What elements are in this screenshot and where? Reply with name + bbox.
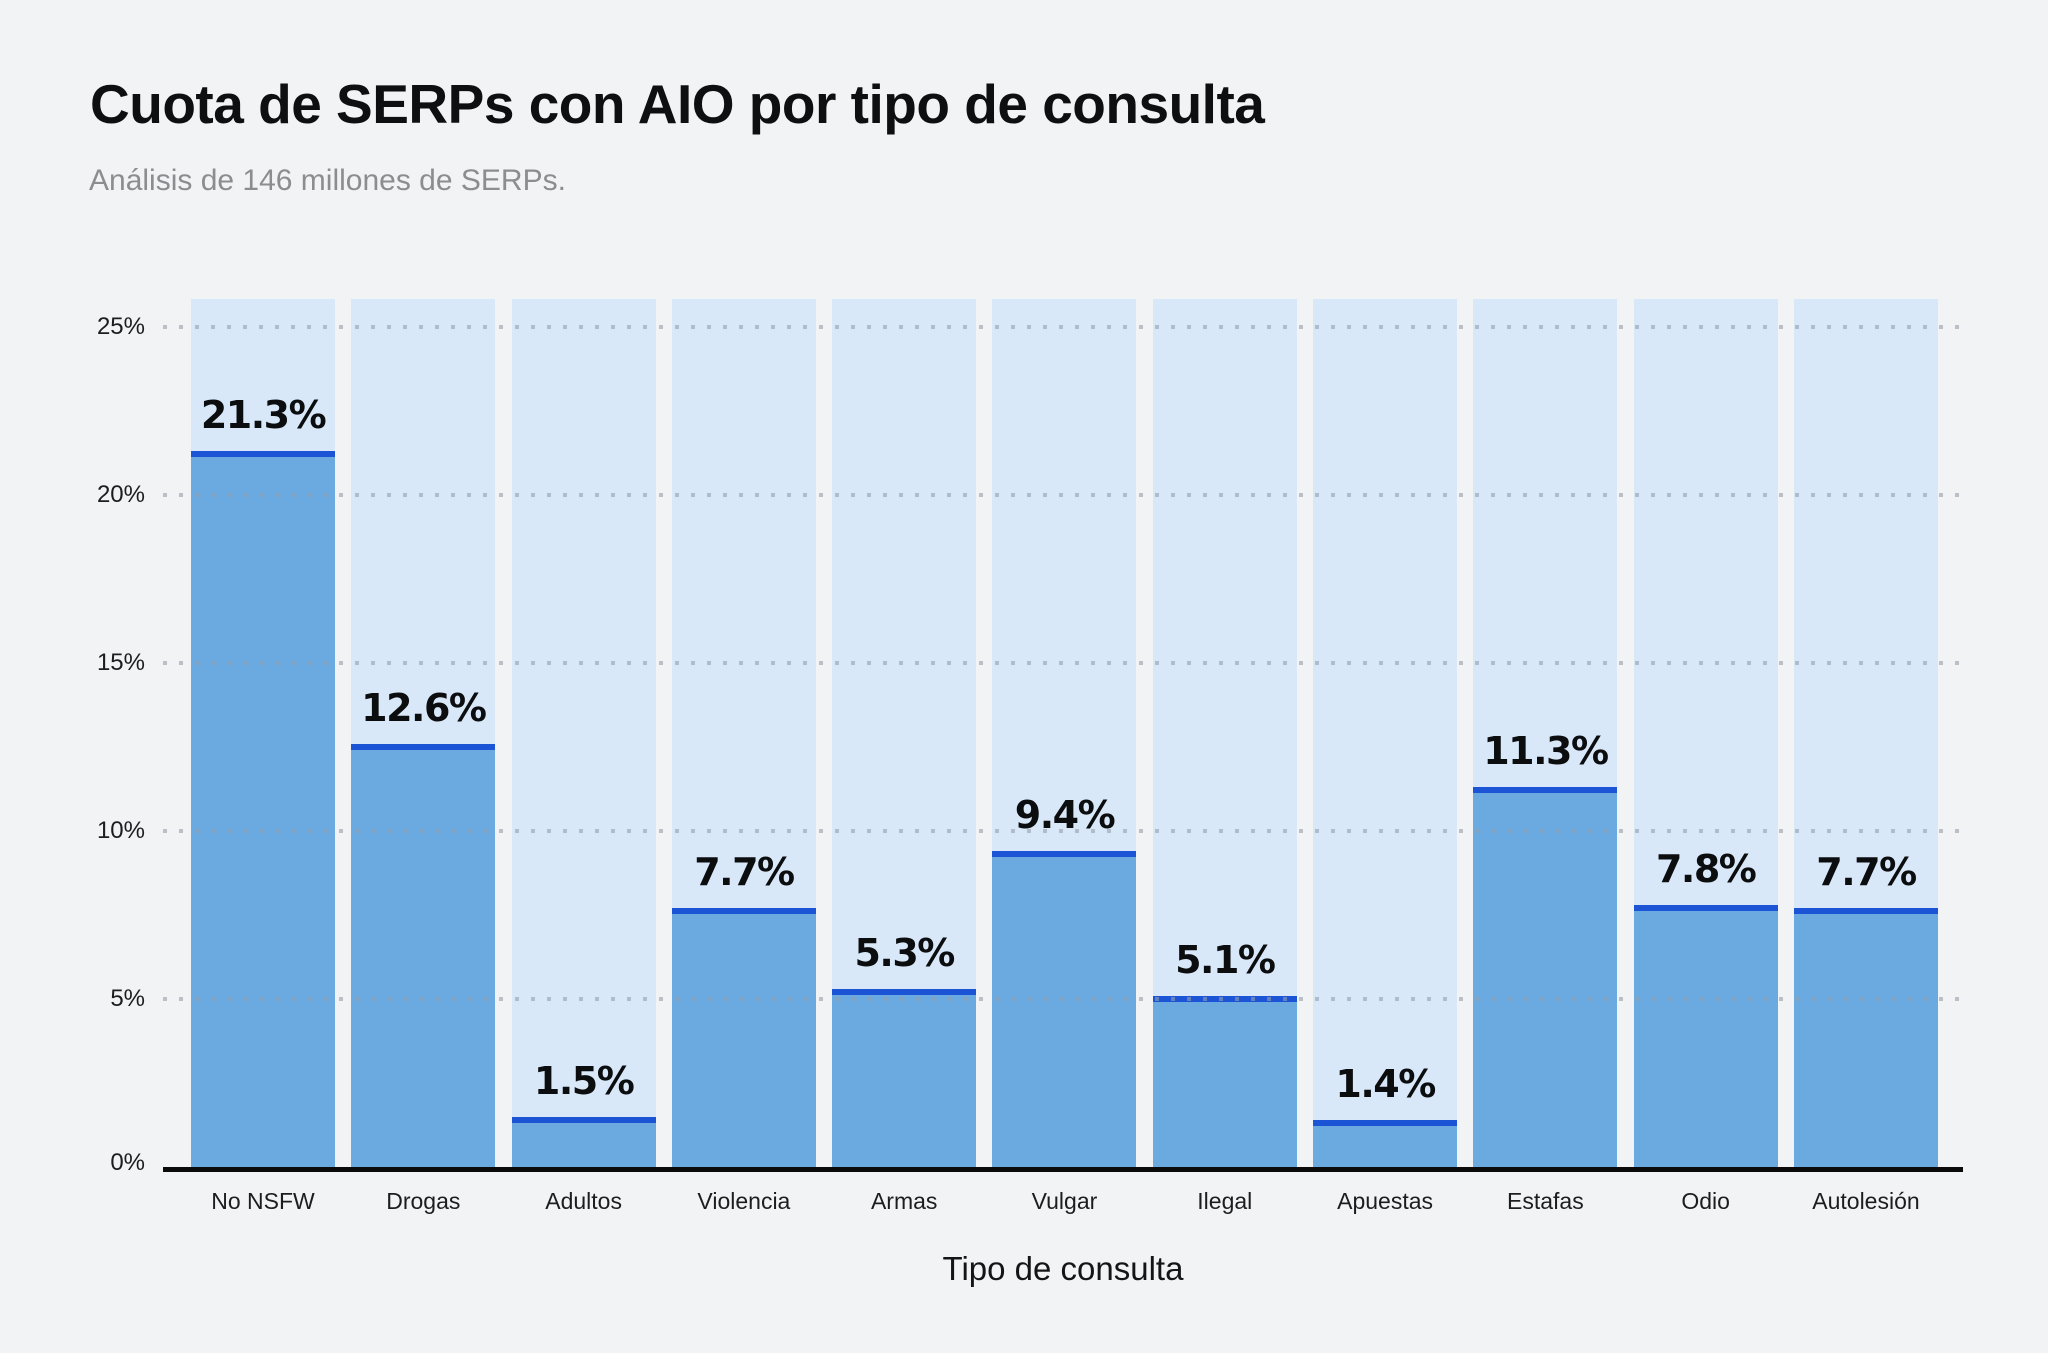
bar-column: 7.7% — [1793, 299, 1938, 1167]
bar-value-label: 1.5% — [533, 1059, 635, 1103]
x-tick-label: Autolesión — [1812, 1188, 1920, 1214]
x-axis-title: Tipo de consulta — [942, 1250, 1184, 1287]
page-subtitle: Análisis de 146 millones de SERPs. — [89, 164, 566, 197]
bar-value-label: 12.6% — [361, 686, 487, 730]
bar-value-label: 5.1% — [1175, 938, 1276, 982]
page-title: Cuota de SERPs con AIO por tipo de consu… — [90, 73, 1265, 135]
x-tick-label: Ilegal — [1197, 1188, 1253, 1214]
bar-column: 7.8% — [1633, 299, 1778, 1167]
y-tick-label: 20% — [96, 481, 145, 508]
x-tick-label: Apuestas — [1337, 1188, 1434, 1214]
x-tick-label: Adultos — [545, 1188, 622, 1214]
bar-background — [1313, 299, 1458, 1167]
y-tick-label: 15% — [96, 649, 145, 676]
bar-value-label: 7.7% — [1816, 850, 1917, 894]
y-tick-label: 5% — [110, 985, 145, 1012]
bar-column: 1.4% — [1313, 299, 1458, 1167]
bar — [992, 851, 1137, 1167]
bars-area: 21.3% 12.6% 1.5% 7.7% 5.3% 9.4% 5.1% 1.4% 11.3% 7… — [191, 299, 1938, 1167]
bar — [671, 908, 816, 1167]
x-tick-label: Armas — [870, 1188, 938, 1214]
bar-value-label: 5.3% — [854, 931, 955, 975]
bar — [1793, 908, 1938, 1167]
bar — [511, 1117, 656, 1167]
bar-column: 12.6% — [351, 299, 496, 1167]
bar-value-label: 21.3% — [200, 393, 327, 437]
x-tick-label: Violencia — [697, 1188, 791, 1214]
x-tick-label: Drogas — [386, 1188, 461, 1214]
bar-column: 5.1% — [1152, 299, 1297, 1167]
bar — [1473, 787, 1618, 1167]
bar-column: 1.5% — [511, 299, 656, 1167]
bar — [191, 451, 335, 1167]
bar-value-label: 7.7% — [694, 850, 795, 894]
bar-column: 11.3% — [1473, 299, 1618, 1167]
bar-column: 7.7% — [671, 299, 816, 1167]
y-tick-label: 10% — [96, 817, 145, 844]
x-tick-label: Estafas — [1507, 1188, 1584, 1214]
x-axis-tick-labels: No NSFW Drogas Adultos Violencia Armas Vulgar… — [191, 1188, 1938, 1215]
bar — [1152, 996, 1297, 1167]
bar-column: 5.3% — [832, 299, 977, 1167]
x-axis-line — [163, 1167, 1963, 1172]
bar — [1633, 905, 1778, 1167]
y-tick-label: 0% — [110, 1149, 145, 1176]
x-tick-label: Vulgar — [1031, 1188, 1098, 1214]
bar — [832, 989, 977, 1167]
y-tick-label: 25% — [96, 313, 145, 340]
bar-value-label: 11.3% — [1483, 729, 1609, 773]
bar-background — [511, 299, 656, 1167]
bar-value-label: 1.4% — [1335, 1062, 1436, 1106]
bar — [1313, 1120, 1458, 1167]
bar-value-label: 9.4% — [1014, 793, 1116, 837]
bar — [351, 744, 496, 1167]
bar-value-label: 7.8% — [1655, 847, 1757, 891]
bar-column: 21.3% — [191, 299, 335, 1167]
x-tick-label: No NSFW — [211, 1188, 315, 1214]
x-tick-label: Odio — [1681, 1188, 1730, 1214]
bar-column: 9.4% — [992, 299, 1137, 1167]
